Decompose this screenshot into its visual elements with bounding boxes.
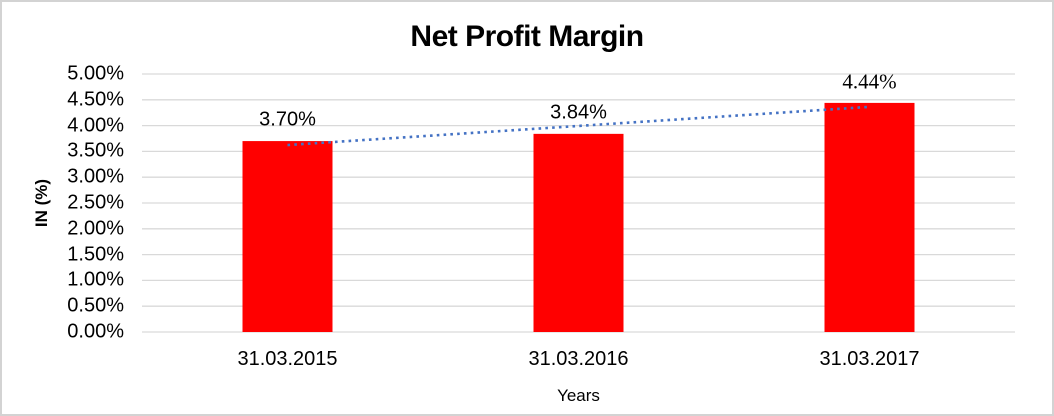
y-axis-tick-label: 4.00%	[67, 114, 124, 137]
y-axis-tick-label: 5.00%	[67, 62, 124, 85]
y-axis-tick-label: 0.50%	[67, 294, 124, 317]
y-axis-tick-label: 0.00%	[67, 320, 124, 343]
bar-data-label: 3.70%	[259, 108, 316, 131]
y-axis-tick-label: 2.00%	[67, 217, 124, 240]
x-axis-title: Years	[557, 386, 600, 405]
x-axis-category-label: 31.03.2015	[237, 348, 338, 370]
bar-31.03.2017	[824, 102, 915, 332]
bar-data-label: 4.44%	[842, 69, 897, 94]
y-axis-tick-label: 3.50%	[67, 139, 124, 162]
trendline	[287, 105, 870, 147]
x-axis-category-label: 31.03.2016	[528, 348, 629, 370]
y-axis-tick-label: 4.50%	[67, 88, 124, 111]
bar-31.03.2015	[242, 141, 333, 332]
x-axis-category-label: 31.03.2017	[819, 348, 920, 370]
y-axis-tick-label: 1.50%	[67, 243, 124, 266]
chart-title: Net Profit Margin	[410, 20, 644, 53]
y-axis-tick-label: 1.00%	[67, 268, 124, 291]
y-axis-tick-label: 2.50%	[67, 191, 124, 214]
bar-31.03.2016	[533, 133, 624, 332]
bar-data-label: 3.84%	[550, 101, 607, 124]
y-axis-tick-label: 3.00%	[67, 165, 124, 188]
